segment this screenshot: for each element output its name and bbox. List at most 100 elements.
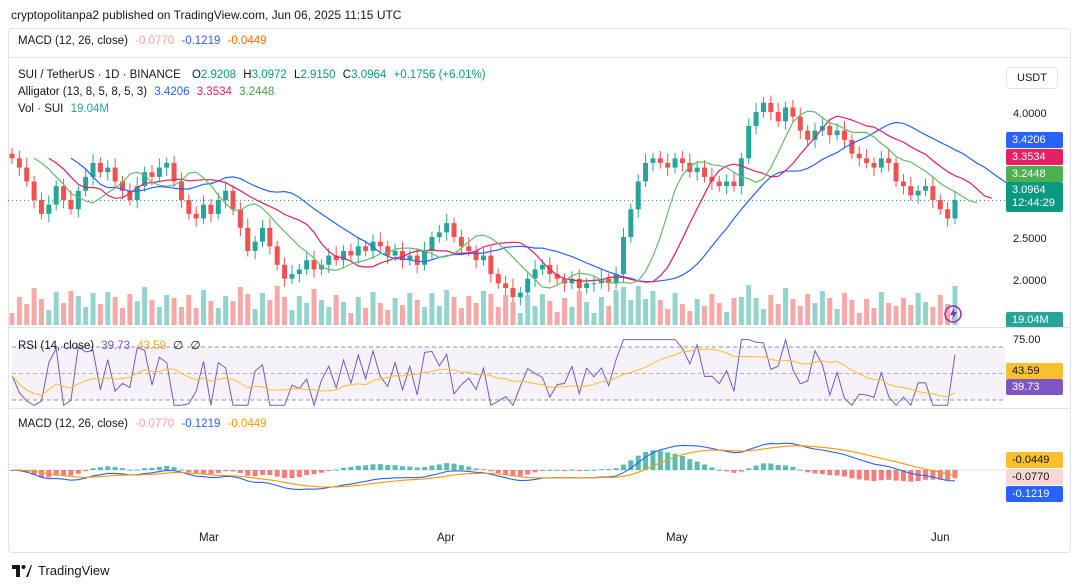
alligator-legend[interactable]: Alligator (13, 8, 5, 8, 5, 3) 3.4206 3.3…: [18, 86, 274, 98]
candle-body: [952, 200, 958, 219]
last-price-tag: 3.0964 12:44:29: [1006, 182, 1063, 212]
macd-histogram-bar: [24, 470, 30, 473]
macd-histogram-bar: [274, 470, 280, 477]
volume-bar: [46, 310, 52, 325]
volume-bar: [75, 296, 81, 325]
volume-bar: [657, 300, 663, 325]
high-label: H: [243, 69, 252, 81]
macd-histogram-bar: [444, 463, 450, 470]
footer[interactable]: TradingView: [12, 563, 110, 578]
bottom-macd-hist: -0.0770: [135, 418, 175, 430]
volume-bar: [591, 313, 597, 325]
volume-bar: [120, 308, 126, 325]
volume-bar: [363, 308, 369, 325]
volume-bar: [569, 307, 575, 325]
macd-histogram-bar: [223, 470, 229, 472]
volume-bar: [554, 312, 560, 325]
candle-body: [805, 130, 811, 140]
volume-bar: [105, 292, 111, 325]
volume-bar: [650, 291, 656, 325]
macd-histogram-bar: [473, 468, 479, 470]
macd-histogram-bar: [900, 470, 906, 482]
candle-body: [591, 283, 597, 285]
volume-bar: [724, 312, 730, 325]
month-label: Mar: [199, 532, 219, 544]
divider: [8, 327, 1071, 328]
volume-bar: [517, 313, 523, 325]
volume-bar: [370, 292, 376, 325]
volume-bar: [193, 308, 199, 325]
price-tick: 4.0000: [1013, 108, 1047, 120]
candle-body: [105, 167, 111, 173]
candle-body: [576, 278, 582, 288]
macd-histogram-bar: [760, 463, 766, 470]
macd-histogram-bar: [569, 469, 575, 471]
volume-bar: [488, 294, 494, 325]
candle-body: [399, 250, 405, 261]
candle-body: [385, 246, 391, 256]
macd-histogram-bar: [326, 470, 332, 471]
candle-body: [738, 158, 744, 187]
candle-body: [392, 250, 398, 256]
volume-legend[interactable]: Vol · SUI 19.04M: [18, 103, 109, 115]
macd-histogram-bar: [783, 465, 789, 470]
rsi-extra2: ∅: [190, 340, 201, 352]
candle-body: [289, 274, 295, 279]
macd-histogram-bar: [112, 466, 118, 470]
alligator-title: Alligator (13, 8, 5, 8, 5, 3): [18, 86, 148, 98]
macd-histogram-bar: [245, 470, 251, 476]
volume-bar: [348, 313, 354, 325]
macd-histogram-bar: [61, 470, 67, 476]
top-macd-value: -0.1219: [181, 35, 221, 47]
candle-body: [24, 167, 30, 182]
macd-histogram-bar: [827, 470, 833, 476]
candle-body: [223, 190, 229, 200]
candle-body: [53, 186, 59, 205]
bottom-macd-legend[interactable]: MACD (12, 26, close) -0.0770 -0.1219 -0.…: [18, 418, 267, 430]
top-macd-legend[interactable]: MACD (12, 26, close) -0.0770 -0.1219 -0.…: [18, 35, 267, 47]
volume-bar: [444, 290, 450, 325]
macd-histogram-bar: [871, 470, 877, 482]
macd-histogram-bar: [355, 465, 361, 470]
volume-bar: [576, 291, 582, 325]
candle-body: [945, 209, 951, 219]
candle-body: [768, 102, 774, 113]
price-tick: 2.0000: [1013, 275, 1047, 287]
macd-histogram-bar: [517, 470, 523, 476]
candle-body: [326, 255, 332, 265]
volume-bar: [819, 291, 825, 325]
volume-bar: [451, 297, 457, 325]
macd-histogram-bar: [702, 464, 708, 470]
volume-bar: [923, 302, 929, 325]
candle-body: [643, 162, 649, 182]
candle-body: [422, 250, 428, 265]
rsi-line: [11, 337, 956, 408]
volume-bar: [473, 303, 479, 325]
candle-body: [473, 250, 479, 261]
currency-button[interactable]: USDT: [1006, 67, 1058, 89]
volume-bar: [90, 293, 96, 325]
volume-bar: [237, 287, 243, 325]
volume-bar: [215, 308, 221, 325]
volume-bar: [223, 296, 229, 325]
candle-body: [657, 158, 663, 163]
rsi-legend[interactable]: RSI (14, close) 39.73 43.59 ∅ ∅: [18, 338, 201, 352]
macd-histogram-bar: [790, 466, 796, 470]
volume-bar: [53, 292, 59, 325]
candle-body: [584, 283, 590, 288]
symbol-legend[interactable]: SUI / TetherUS · 1D · BINANCE O2.9208 H3…: [18, 69, 486, 81]
macd-histogram-bar: [709, 467, 715, 470]
candle-body: [650, 158, 656, 163]
volume-bar: [24, 304, 30, 325]
macd-histogram-bar: [643, 451, 649, 470]
macd-histogram-bar: [584, 469, 590, 471]
lips-price-tag: 3.2448: [1006, 166, 1063, 182]
macd-histogram-bar: [576, 470, 582, 471]
rsi-tag: 39.73: [1006, 379, 1063, 395]
volume-bar: [716, 303, 722, 325]
macd-histogram-bar: [466, 466, 472, 470]
candle-body: [517, 292, 523, 298]
macd-histogram-bar: [333, 469, 339, 471]
candle-body: [510, 287, 516, 298]
